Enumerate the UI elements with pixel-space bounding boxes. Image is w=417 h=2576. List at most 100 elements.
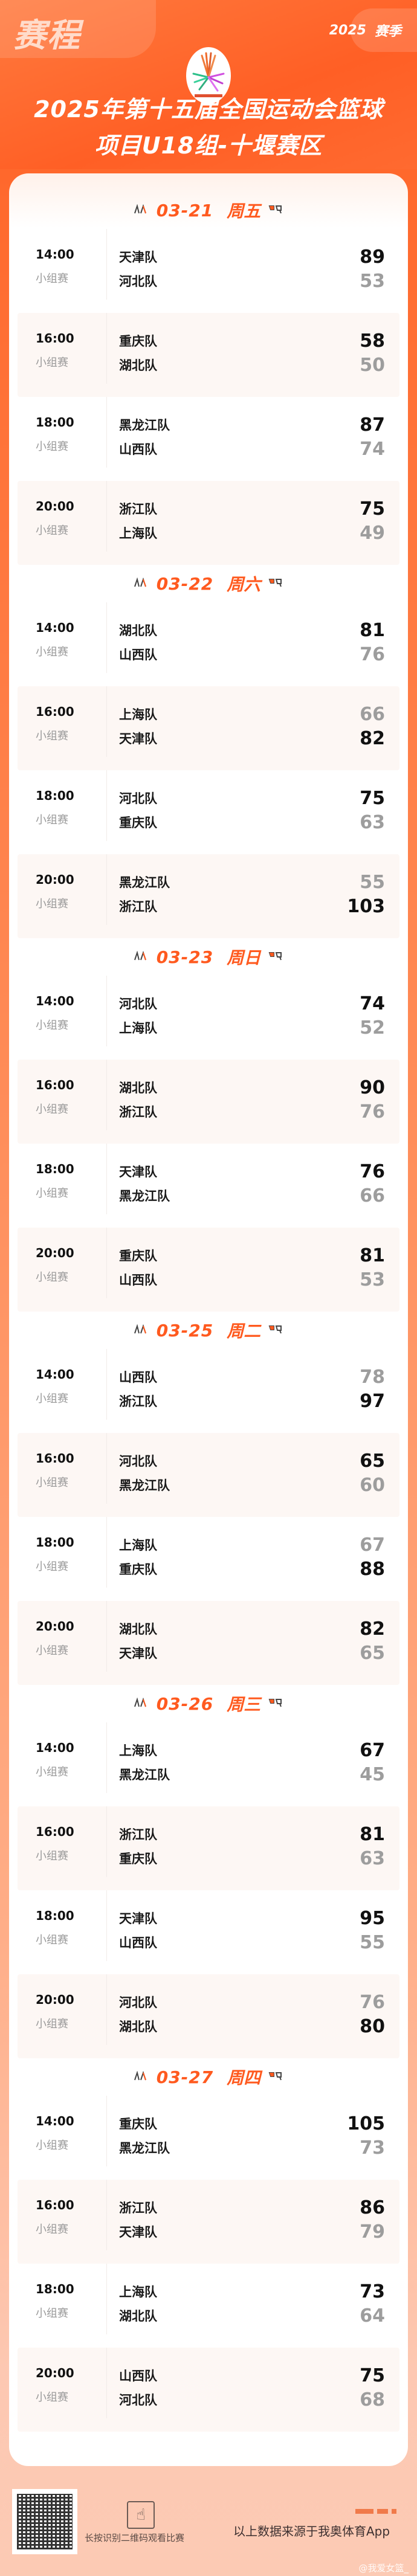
team-name: 山西队	[119, 1936, 157, 1950]
team-away: 上海队 52	[119, 1016, 385, 1040]
match-time: 16:00	[36, 2198, 74, 2212]
match-row[interactable]: 16:00 小组赛 重庆队 58 湖北队 50	[18, 313, 399, 397]
team-score: 66	[360, 1185, 385, 1206]
match-row[interactable]: 14:00 小组赛 湖北队 81 山西队 76	[18, 602, 399, 686]
season-badge: 2025 赛季	[311, 8, 417, 52]
match-row[interactable]: 20:00 小组赛 山西队 75 河北队 68	[18, 2348, 399, 2432]
match-row[interactable]: 16:00 小组赛 上海队 66 天津队 82	[18, 686, 399, 770]
match-row[interactable]: 20:00 小组赛 重庆队 81 山西队 53	[18, 1228, 399, 1312]
decor-right-icon	[268, 951, 283, 963]
match-row[interactable]: 16:00 小组赛 浙江队 86 天津队 79	[18, 2180, 399, 2264]
match-stage: 小组赛	[36, 1393, 68, 1405]
team-name: 上海队	[119, 526, 157, 541]
team-name: 黑龙江队	[119, 2141, 170, 2156]
match-time: 16:00	[36, 331, 74, 346]
season-pill	[351, 8, 417, 52]
schedule-tab-label: 赛程	[13, 16, 81, 54]
team-away: 山西队 76	[119, 642, 385, 666]
day-date: 03-23	[156, 947, 214, 967]
match-row[interactable]: 18:00 小组赛 天津队 76 黑龙江队 66	[18, 1144, 399, 1228]
match-time: 20:00	[36, 1992, 74, 2007]
match-row[interactable]: 20:00 小组赛 湖北队 82 天津队 65	[18, 1601, 399, 1685]
team-name: 重庆队	[119, 1562, 157, 1577]
team-away: 重庆队 63	[119, 1846, 385, 1870]
decor-left-icon	[134, 2070, 149, 2083]
team-name: 上海队	[119, 1021, 157, 1035]
match-row[interactable]: 16:00 小组赛 河北队 65 黑龙江队 60	[18, 1433, 399, 1517]
team-score: 52	[360, 1017, 385, 1038]
team-score: 103	[347, 895, 385, 917]
decor-right-icon	[268, 1698, 283, 1710]
team-score: 73	[360, 2137, 385, 2159]
team-home: 河北队 65	[119, 1449, 385, 1473]
match-row[interactable]: 14:00 小组赛 河北队 74 上海队 52	[18, 976, 399, 1060]
match-row[interactable]: 14:00 小组赛 上海队 67 黑龙江队 45	[18, 1722, 399, 1806]
team-score: 81	[360, 1823, 385, 1845]
team-score: 45	[360, 1763, 385, 1785]
match-row[interactable]: 18:00 小组赛 黑龙江队 87 山西队 74	[18, 397, 399, 481]
qr-code-icon[interactable]	[12, 2489, 77, 2554]
match-row[interactable]: 18:00 小组赛 上海队 67 重庆队 88	[18, 1517, 399, 1601]
match-stage: 小组赛	[36, 1934, 68, 1946]
team-name: 重庆队	[119, 816, 157, 830]
team-score: 75	[360, 787, 385, 809]
team-score: 73	[360, 2281, 385, 2302]
team-name: 山西队	[119, 2369, 157, 2383]
match-time: 18:00	[36, 415, 74, 430]
day-weekday: 周六	[227, 575, 261, 594]
team-score: 80	[360, 2015, 385, 2037]
team-name: 湖北队	[119, 2309, 157, 2323]
match-row[interactable]: 20:00 小组赛 河北队 76 湖北队 80	[18, 1974, 399, 2058]
match-row[interactable]: 18:00 小组赛 河北队 75 重庆队 63	[18, 770, 399, 854]
match-stage: 小组赛	[36, 1103, 68, 1116]
team-score: 53	[360, 1269, 385, 1290]
day-weekday: 周四	[227, 2068, 261, 2088]
match-time: 18:00	[36, 788, 74, 803]
match-time: 20:00	[36, 499, 74, 514]
team-away: 黑龙江队 45	[119, 1762, 385, 1786]
team-name: 重庆队	[119, 2117, 157, 2131]
team-home: 上海队 67	[119, 1738, 385, 1762]
team-name: 山西队	[119, 648, 157, 662]
team-name: 上海队	[119, 1538, 157, 1553]
match-time: 16:00	[36, 704, 74, 719]
team-score: 82	[360, 727, 385, 749]
match-row[interactable]: 20:00 小组赛 浙江队 75 上海队 49	[18, 481, 399, 565]
match-row[interactable]: 16:00 小组赛 浙江队 81 重庆队 63	[18, 1806, 399, 1890]
fingerprint-icon: ☝	[127, 2501, 155, 2529]
match-row[interactable]: 16:00 小组赛 湖北队 90 浙江队 76	[18, 1060, 399, 1144]
match-row[interactable]: 14:00 小组赛 天津队 89 河北队 53	[18, 229, 399, 313]
match-stage: 小组赛	[36, 730, 68, 742]
watermark: @我爱女篮_	[358, 2563, 409, 2574]
team-score: 49	[360, 522, 385, 544]
team-name: 上海队	[119, 707, 157, 722]
day-date: 03-25	[156, 1320, 214, 1341]
team-home: 上海队 66	[119, 702, 385, 726]
team-name: 天津队	[119, 250, 157, 265]
day-date: 03-21	[156, 200, 214, 221]
team-away: 重庆队 88	[119, 1557, 385, 1581]
schedule-tab[interactable]: 赛程	[0, 0, 156, 58]
match-time: 14:00	[36, 2114, 74, 2128]
team-name: 湖北队	[119, 2020, 157, 2034]
team-score: 74	[360, 993, 385, 1014]
team-score: 90	[360, 1077, 385, 1098]
schedule-card: 03-21 周五 14:00 小组赛 天津队 89 河北队 53 16:00 小…	[9, 173, 408, 2466]
team-name: 天津队	[119, 1646, 157, 1661]
match-row[interactable]: 20:00 小组赛 黑龙江队 55 浙江队 103	[18, 854, 399, 938]
team-score: 81	[360, 619, 385, 641]
match-row[interactable]: 18:00 小组赛 天津队 95 山西队 55	[18, 1890, 399, 1974]
match-row[interactable]: 14:00 小组赛 山西队 78 浙江队 97	[18, 1349, 399, 1433]
match-time: 14:00	[36, 247, 74, 262]
team-name: 河北队	[119, 791, 157, 806]
team-score: 53	[360, 270, 385, 292]
match-row[interactable]: 18:00 小组赛 上海队 73 湖北队 64	[18, 2264, 399, 2348]
team-away: 湖北队 64	[119, 2304, 385, 2328]
match-row[interactable]: 14:00 小组赛 重庆队 105 黑龙江队 73	[18, 2096, 399, 2180]
team-home: 天津队 76	[119, 1159, 385, 1183]
team-name: 浙江队	[119, 502, 157, 517]
day-header: 03-22 周六	[18, 565, 399, 602]
team-score: 78	[360, 1366, 385, 1388]
team-away: 重庆队 63	[119, 810, 385, 834]
team-home: 浙江队 86	[119, 2195, 385, 2220]
